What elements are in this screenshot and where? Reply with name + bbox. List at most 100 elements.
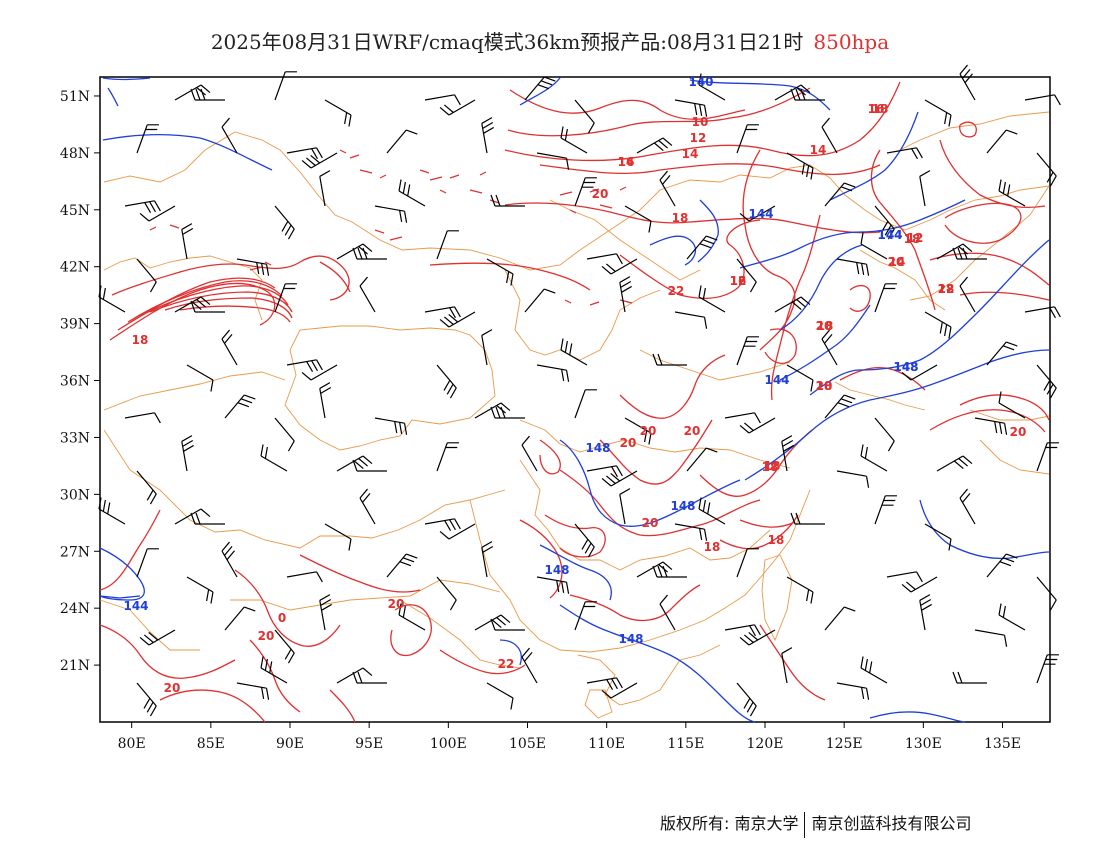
- wind-barb-flag: [1046, 383, 1054, 395]
- boundary-line: [103, 131, 1050, 271]
- wind-barb-staff: [860, 243, 888, 260]
- wind-barb-staff: [636, 561, 664, 578]
- wind-barb: [998, 603, 1026, 631]
- temperature-contour: [99, 624, 236, 679]
- temperature-contour-fragment: [599, 204, 613, 209]
- wind-barb: [874, 417, 895, 452]
- wind-barb-staff: [610, 258, 638, 275]
- lat-tick-label: 24N: [60, 601, 90, 617]
- wind-barb-staff: [959, 285, 976, 313]
- wind-barb: [574, 601, 597, 631]
- wind-barb-flag: [305, 157, 316, 166]
- wind-barb: [136, 548, 159, 578]
- lat-tick-label: 27N: [60, 544, 90, 560]
- wind-barb: [574, 523, 595, 558]
- temperature-contour-fragment: [619, 186, 627, 191]
- wind-barb-staff: [224, 606, 245, 631]
- lon-tick-label: 105E: [509, 736, 546, 752]
- wind-barb-flag: [1047, 442, 1059, 444]
- wind-barb: [536, 576, 570, 594]
- wind-barb-flag: [1007, 184, 1011, 197]
- wind-barb-flag: [662, 137, 673, 146]
- wind-barb-flag: [920, 599, 932, 606]
- wind-barb-flag: [564, 128, 568, 141]
- wind-barb: [998, 391, 1026, 419]
- wind-barb-staff: [674, 523, 705, 530]
- wind-barb-flag: [200, 508, 211, 517]
- wind-barb-flag: [652, 565, 658, 578]
- wind-barb-flag: [281, 221, 289, 232]
- wind-barb-flag: [210, 591, 214, 604]
- wind-barb-staff: [319, 388, 326, 419]
- height-contour: [102, 77, 151, 81]
- wind-barb-flag: [148, 632, 159, 641]
- boundary-line: [284, 325, 496, 451]
- lat-tick-label: 48N: [60, 146, 90, 162]
- wind-barb-staff: [1024, 94, 1055, 101]
- wind-barb-staff: [574, 177, 586, 207]
- temperature-contour: [429, 262, 591, 291]
- wind-barb-flag: [587, 546, 595, 558]
- wind-barb-flag: [107, 502, 111, 515]
- wind-barb: [781, 647, 793, 684]
- wind-barb-flag: [865, 476, 870, 488]
- wind-barb-flag: [1049, 307, 1056, 319]
- temperature-contour-label: 12: [730, 274, 747, 288]
- temperature-contour-label: 20: [816, 379, 833, 393]
- wind-barb-staff: [824, 606, 845, 631]
- wind-barb-flag: [620, 281, 632, 288]
- wind-barb-flag: [952, 671, 958, 684]
- wind-barb-staff: [319, 176, 326, 207]
- wind-barb: [959, 64, 976, 101]
- wind-barb-flag: [224, 545, 233, 556]
- wind-barb-flag: [948, 326, 952, 339]
- wind-barb: [181, 223, 194, 260]
- wind-barb: [774, 84, 811, 101]
- wind-barb-flag: [881, 504, 894, 506]
- wind-barb: [481, 329, 493, 366]
- temperature-contour-label: 18: [704, 540, 721, 554]
- wind-barb: [821, 117, 838, 154]
- wind-barb: [860, 444, 888, 472]
- wind-barb: [374, 205, 408, 223]
- wind-barb-flag: [611, 678, 618, 690]
- wind-barb-flag: [662, 565, 668, 578]
- wind-barb-flag: [783, 444, 794, 452]
- wind-barb-flag: [885, 495, 897, 497]
- wind-barb-staff: [836, 682, 867, 689]
- temperature-contour-label: 18: [672, 211, 689, 225]
- wind-barb: [790, 512, 825, 525]
- wind-barb-flag: [694, 103, 698, 116]
- wind-barb: [336, 455, 373, 472]
- temperature-contour-fragment: [469, 189, 483, 194]
- wind-barb-flag: [454, 94, 461, 106]
- wind-barb-flag: [564, 340, 568, 353]
- temperature-contour-label: 20: [640, 424, 657, 438]
- lon-tick-label: 125E: [826, 736, 863, 752]
- temperature-contour: [544, 514, 606, 558]
- wind-barb: [174, 508, 211, 525]
- wind-barb-staff: [574, 99, 595, 124]
- wind-barb-flag: [261, 263, 265, 275]
- wind-barb-staff: [910, 364, 938, 381]
- temperature-contour-label: 20: [888, 255, 905, 269]
- wind-barb-staff: [448, 523, 476, 540]
- wind-barb: [424, 94, 461, 106]
- wind-barb-flag: [782, 440, 794, 447]
- wind-barb-staff: [448, 99, 476, 116]
- wind-barb-staff: [959, 497, 976, 525]
- wind-barb: [698, 285, 726, 313]
- wind-barb-flag: [999, 561, 1012, 567]
- wind-barb-staff: [336, 243, 364, 260]
- wind-barb-flag: [648, 432, 652, 445]
- height-contour: [919, 499, 1050, 560]
- wind-barb-flag: [362, 667, 373, 676]
- temperature-contour-label: 14: [618, 155, 635, 169]
- wind-barb-flag: [191, 301, 202, 310]
- wind-barb-flag: [481, 117, 493, 124]
- wind-barb: [824, 394, 856, 419]
- wind-barb-flag: [644, 430, 648, 443]
- wind-barb-staff: [386, 129, 407, 154]
- wind-barb-staff: [736, 258, 757, 283]
- wind-barb-flag: [143, 698, 151, 709]
